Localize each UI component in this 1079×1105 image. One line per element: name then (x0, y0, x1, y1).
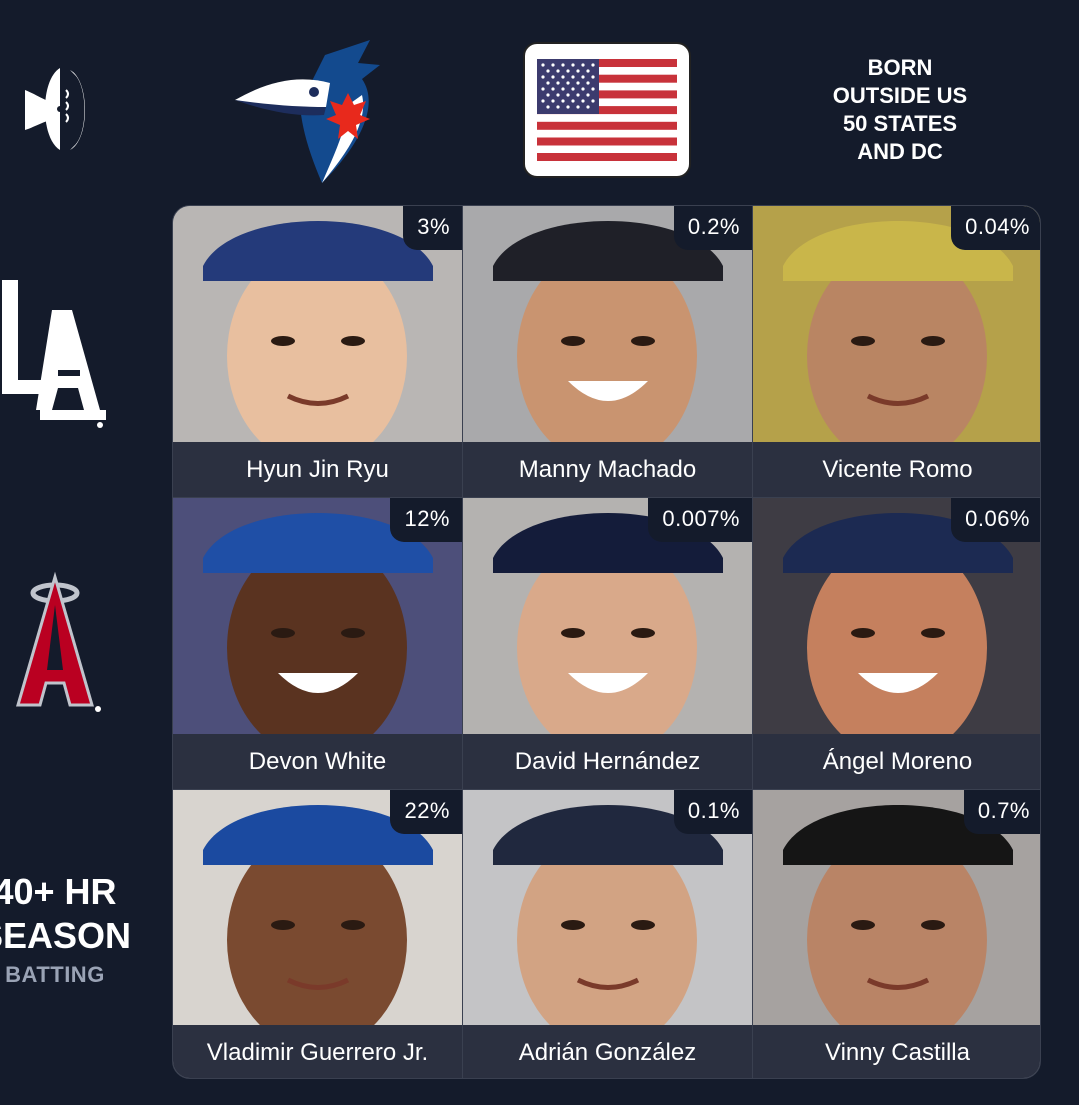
grid-cell[interactable]: 0.1% Adrián González (463, 790, 752, 1078)
blue-jays-logo[interactable] (225, 30, 410, 190)
toronto-blue-jays-logo-icon (235, 40, 380, 183)
dodgers-logo[interactable] (0, 270, 110, 430)
grid-cell[interactable]: 0.7% Vinny Castilla (753, 790, 1040, 1078)
player-name: Hyun Jin Ryu (173, 442, 462, 497)
hr-line2: SEASON (0, 915, 132, 956)
hr-line1: 40+ HR (0, 871, 117, 912)
grid-cell[interactable]: 3% Hyun Jin Ryu (173, 206, 462, 497)
player-name: Manny Machado (463, 442, 752, 497)
rarity-percent: 3% (403, 206, 462, 250)
rarity-percent: 0.06% (951, 498, 1040, 542)
player-name: David Hernández (463, 734, 752, 789)
rarity-percent: 0.007% (648, 498, 752, 542)
rarity-percent: 0.7% (963, 790, 1040, 834)
rarity-percent: 0.04% (951, 206, 1040, 250)
angels-logo[interactable] (0, 565, 110, 725)
player-name: Vinny Castilla (753, 1025, 1040, 1078)
player-name: Vladimir Guerrero Jr. (173, 1025, 462, 1078)
grid-cell[interactable]: 0.06% Ángel Moreno (753, 498, 1040, 789)
born-outside-us-header[interactable]: BORN OUTSIDE US 50 STATES AND DC (800, 30, 1000, 190)
mlb-logo-icon (25, 68, 85, 150)
born-outside-us-label: BORN OUTSIDE US 50 STATES AND DC (832, 55, 968, 164)
grid-cell[interactable]: 0.2% Manny Machado (463, 206, 752, 497)
la-angels-logo-icon (16, 571, 101, 712)
mlb-logo[interactable] (0, 60, 110, 160)
player-name: Devon White (173, 734, 462, 789)
answer-grid: 3% Hyun Jin Ryu 0.2% Manny Machado 0.04%… (172, 205, 1041, 1079)
player-name: Vicente Romo (753, 442, 1040, 497)
hr-season-criteria: 40+ HR SEASON BATTING (0, 870, 140, 988)
grid-cell[interactable]: 0.007% David Hernández (463, 498, 752, 789)
rarity-percent: 12% (390, 498, 462, 542)
hr-sub: BATTING (5, 962, 105, 987)
grid-cell[interactable]: 0.04% Vicente Romo (753, 206, 1040, 497)
rarity-percent: 0.2% (673, 206, 752, 250)
us-flag-header[interactable] (522, 30, 692, 190)
rarity-percent: 22% (390, 790, 462, 834)
grid-cell[interactable]: 22% Vladimir Guerrero Jr. (173, 790, 462, 1078)
grid-cell[interactable]: 12% Devon White (173, 498, 462, 789)
player-name: Ángel Moreno (753, 734, 1040, 789)
la-dodgers-logo-icon (2, 280, 106, 428)
player-name: Adrián González (463, 1025, 752, 1078)
flag-card (523, 42, 691, 178)
rarity-percent: 0.1% (673, 790, 752, 834)
us-flag-icon (537, 59, 677, 161)
